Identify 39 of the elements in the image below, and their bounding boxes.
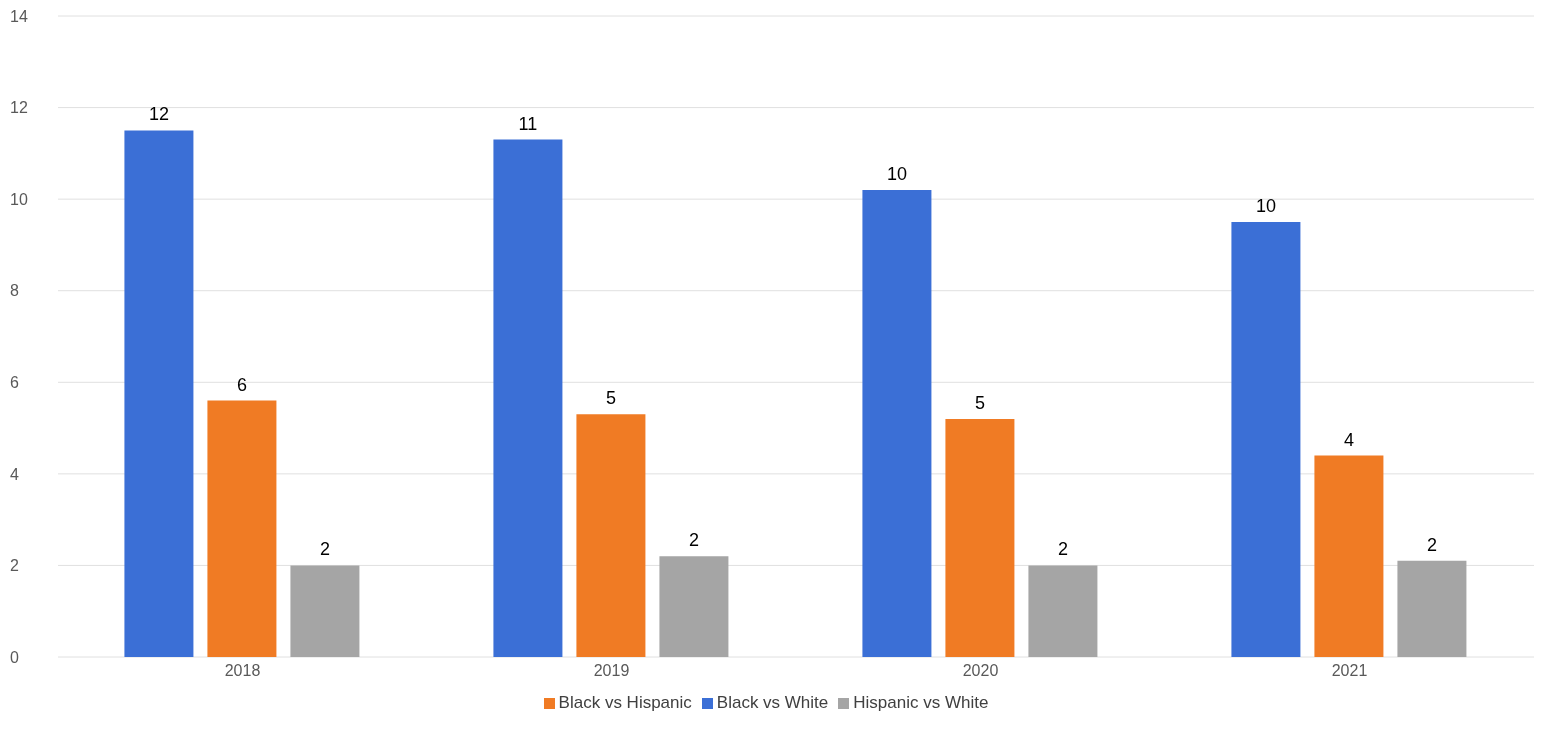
x-tick-label: 2019 (593, 662, 630, 680)
data-label: 10 (1255, 196, 1276, 217)
data-label: 5 (974, 392, 985, 413)
data-label: 4 (1343, 429, 1354, 450)
data-label: 2 (1426, 534, 1437, 555)
data-label: 5 (605, 388, 616, 409)
y-tick-label: 8 (10, 282, 19, 300)
bar (290, 565, 360, 657)
y-tick-label: 10 (10, 190, 28, 208)
bar (207, 400, 277, 657)
bar (1231, 222, 1301, 657)
bar (1397, 560, 1467, 657)
data-label: 2 (1057, 539, 1068, 560)
data-label: 11 (518, 113, 538, 134)
data-label: 6 (236, 374, 247, 395)
legend-label: Black vs Hispanic (558, 693, 692, 712)
y-tick-label: 0 (10, 648, 19, 666)
bar (659, 556, 729, 657)
data-label: 2 (688, 530, 699, 551)
bar (576, 414, 646, 657)
y-tick-label: 6 (10, 373, 19, 391)
y-tick-label: 14 (10, 7, 28, 25)
legend-label: Hispanic vs White (853, 693, 989, 712)
bar (1314, 455, 1384, 657)
data-label: 2 (319, 539, 330, 560)
legend-label: Black vs White (716, 693, 829, 712)
bar (493, 139, 563, 657)
bar (1028, 565, 1098, 657)
bar (862, 189, 932, 657)
x-tick-label: 2020 (962, 662, 999, 680)
x-tick-label: 2018 (224, 662, 261, 680)
y-tick-label: 2 (10, 557, 19, 575)
y-tick-label: 4 (10, 465, 19, 483)
bar (124, 130, 194, 657)
x-tick-label: 2021 (1331, 662, 1368, 680)
y-tick-label: 12 (10, 99, 28, 117)
data-label: 12 (148, 104, 169, 125)
bar (945, 418, 1015, 657)
data-label: 10 (886, 163, 907, 184)
